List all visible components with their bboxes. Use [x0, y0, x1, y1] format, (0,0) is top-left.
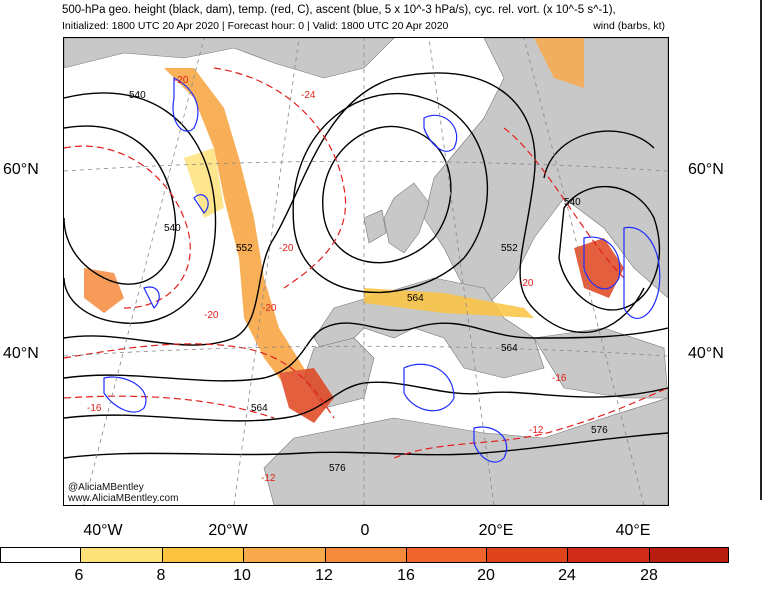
colorbar-swatch: [1, 548, 80, 562]
height-label: 540: [129, 90, 146, 101]
temp-label: -16: [87, 403, 102, 414]
frame-edge: [760, 0, 762, 500]
temp-label: -20: [279, 243, 294, 254]
lon-label: 20°W: [208, 522, 248, 539]
weather-map: 540 540 552 564 564 564 576 540 540 552 …: [64, 38, 668, 505]
colorbar-swatch: [486, 548, 568, 562]
chart-title: 500-hPa geo. height (black, dam), temp. …: [62, 4, 616, 16]
temp-label: -20: [519, 278, 534, 289]
lon-label: 40°E: [615, 522, 651, 539]
vorticity-shading: [84, 38, 624, 423]
temp-label: -20: [204, 310, 219, 321]
map-frame: 540 540 552 564 564 564 576 540 540 552 …: [63, 37, 669, 506]
height-label: 576: [591, 425, 608, 436]
lon-label: 40°W: [83, 522, 123, 539]
height-label: 564: [251, 403, 268, 414]
vort-north: [534, 38, 584, 88]
colorbar-tick-label: 28: [640, 567, 658, 584]
temp-label: -16: [552, 373, 567, 384]
colorbar-swatch: [649, 548, 729, 562]
ireland: [363, 209, 387, 244]
colorbar-swatch: [406, 548, 487, 562]
lat-label-60n-right: 60°N: [688, 161, 724, 178]
vort-east: [574, 238, 624, 298]
ascent-contours: [103, 77, 661, 463]
graticule: [64, 38, 668, 505]
lat-label-40n-left: 40°N: [3, 345, 39, 362]
height-label: 540: [164, 223, 181, 234]
vort-band-1: [164, 68, 324, 418]
temp-label: -24: [301, 90, 316, 101]
temperature-contours: [64, 67, 668, 459]
chart-subtitle: Initialized: 1800 UTC 20 Apr 2020 | Fore…: [62, 20, 449, 32]
credit-site: www.AliciaMBentley.com: [68, 493, 179, 504]
height-label: 552: [501, 243, 518, 254]
colorbar-tick-label: 8: [156, 567, 166, 584]
lon-label: 20°E: [478, 522, 514, 539]
height-label: 564: [407, 293, 424, 304]
temp-label-group: -20 -24 -20 -20 -20 -16 -12 -12 -20 -16: [87, 75, 567, 484]
colorbar-tick-label: 16: [397, 567, 415, 584]
colorbar-swatch: [242, 548, 325, 562]
wind-note: wind (barbs, kt): [593, 20, 665, 32]
colorbar-tick-label: 10: [233, 567, 251, 584]
vort-iberia: [279, 368, 334, 423]
temp-label: -20: [174, 75, 189, 86]
temp-label: -20: [262, 303, 277, 314]
height-label: 576: [329, 463, 346, 474]
north-africa: [263, 397, 668, 505]
lat-label-60n-left: 60°N: [3, 161, 39, 178]
height-label: 552: [236, 243, 253, 254]
colorbar-tick-label: 12: [315, 567, 333, 584]
vort-band-2: [364, 288, 534, 318]
colorbar-swatch: [567, 548, 650, 562]
colorbar-tick-label: 24: [558, 567, 576, 584]
britain: [383, 182, 430, 254]
greenland: [64, 38, 395, 79]
colorbar-swatch: [79, 548, 162, 562]
colorbar-swatch: [161, 548, 243, 562]
temp-label: -12: [261, 473, 276, 484]
height-label: 540: [564, 197, 581, 208]
lat-label-40n-right: 40°N: [688, 345, 724, 362]
colorbar: [0, 547, 729, 563]
lon-label: 0: [360, 522, 370, 539]
colorbar-tick-label: 20: [477, 567, 495, 584]
height-label: 564: [501, 343, 518, 354]
temp-label: -12: [529, 425, 544, 436]
colorbar-tick-label: 6: [74, 567, 84, 584]
height-label-group: 540 540 552 564 564 564 576 540 540 552 …: [129, 90, 608, 474]
credit-handle: @AliciaMBentley: [68, 482, 144, 493]
colorbar-swatch: [324, 548, 407, 562]
vort-low-west: [84, 268, 124, 313]
